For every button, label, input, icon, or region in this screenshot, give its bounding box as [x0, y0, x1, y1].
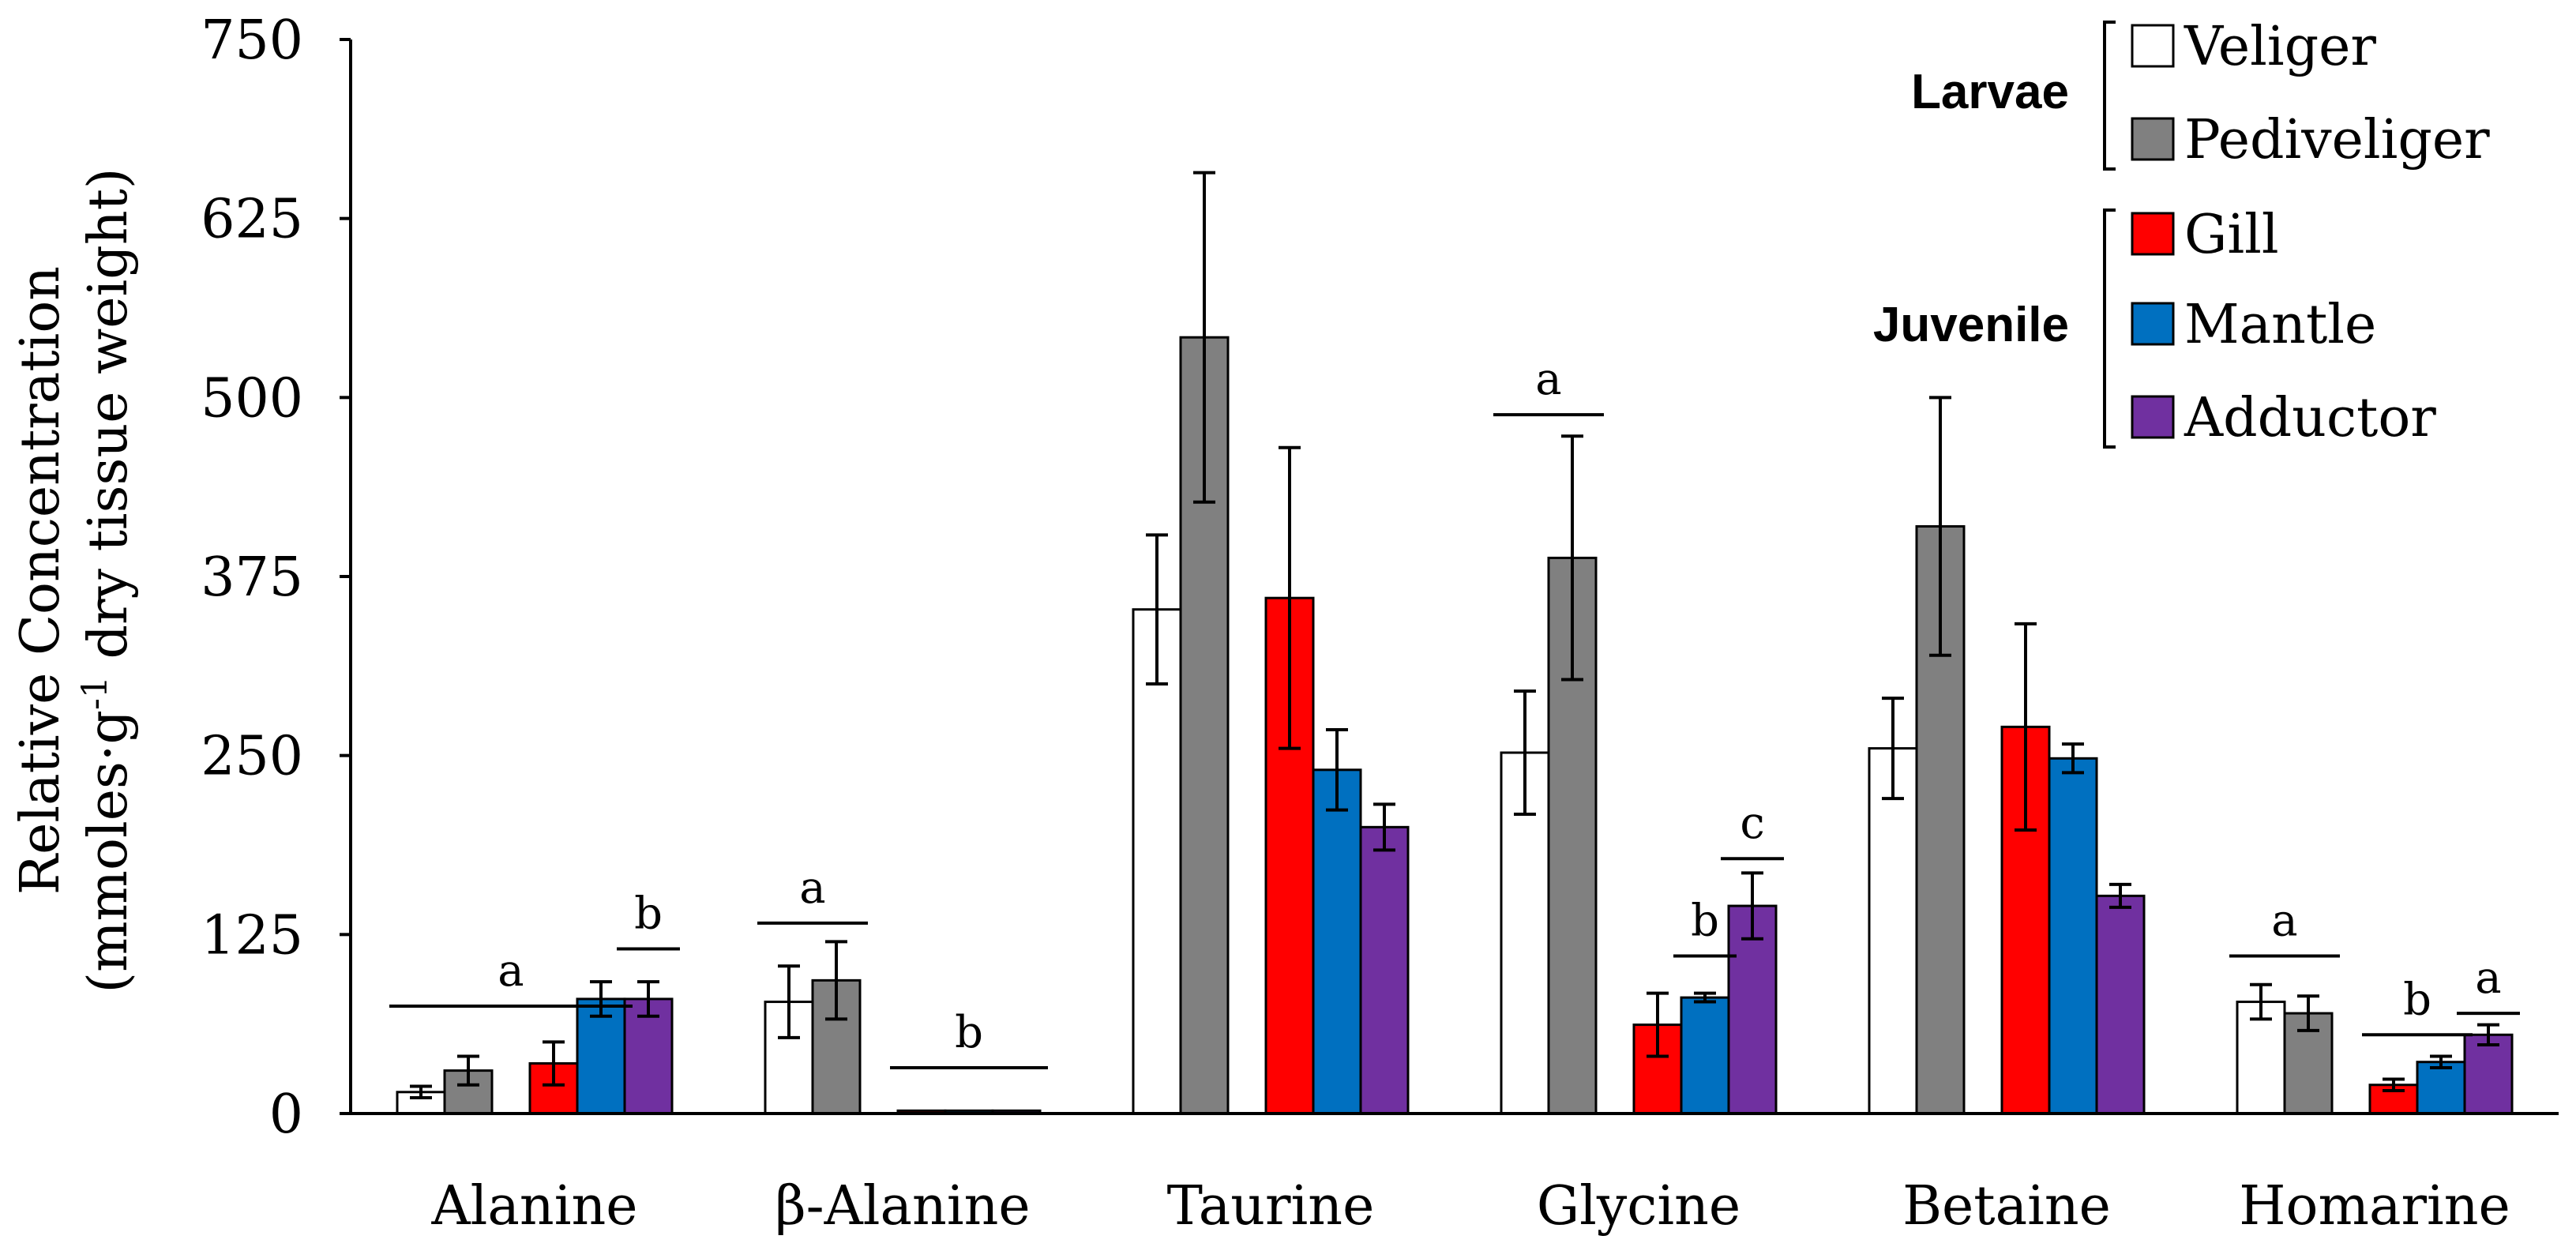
legend-bracket-juvenile [2103, 208, 2116, 449]
legend-bracket-larvae [2103, 21, 2116, 171]
x-tick-label-glycine: Glycine [1537, 1175, 1740, 1238]
y-axis-label-superscript: -1 [75, 676, 115, 710]
significance-letter: a [2475, 952, 2501, 1004]
bar-adductor-glycine [1727, 904, 1778, 1115]
legend-label-gill: Gill [2184, 204, 2279, 266]
legend-group-label-larvae: Larvae [1911, 65, 2069, 119]
significance-letter: b [2403, 974, 2431, 1025]
legend-label-veliger: Veliger [2184, 16, 2376, 78]
bar-adductor-taurine [1359, 825, 1410, 1115]
y-tick-label: 250 [201, 726, 303, 788]
y-axis-ticks: 0 125 250 375 500 625 750 [201, 9, 351, 1146]
legend-swatch-adductor [2131, 395, 2175, 439]
legend-swatch-veliger [2131, 24, 2175, 68]
significance-letter: a [498, 945, 524, 997]
y-axis-label-line1: Relative Concentration [9, 266, 72, 895]
significance-letter: a [2271, 896, 2297, 947]
bar-mantle-glycine [1680, 996, 1730, 1115]
significance-letter: a [1535, 354, 1561, 405]
y-axis-label-line2: (mmoles·g-1 dry tissue weight) [75, 168, 141, 993]
y-tick-label: 500 [201, 367, 303, 430]
x-tick-label-alanine: Alanine [431, 1175, 638, 1238]
significance-letter: c [1740, 798, 1764, 849]
significance-letter: a [799, 862, 825, 914]
x-axis-labels: Alanine β-Alanine Taurine Glycine Betaine Hom… [431, 1175, 2510, 1238]
y-axis-label-suffix: dry tissue weight) [77, 168, 140, 677]
bar-adductor-homarine [2463, 1033, 2514, 1115]
legend-group-label-juvenile: Juvenile [1873, 298, 2069, 352]
x-tick-label-betaine: Betaine [1902, 1175, 2111, 1238]
bar-mantle-taurine [1312, 768, 1362, 1115]
legend-swatch-mantle [2131, 302, 2175, 346]
x-tick-label-homarine: Homarine [2239, 1175, 2510, 1238]
y-tick-label: 125 [201, 904, 303, 967]
legend-label-pediveliger: Pediveliger [2184, 109, 2490, 171]
legend-label-mantle: Mantle [2184, 294, 2376, 356]
y-axis-label-prefix: (mmoles·g [77, 710, 140, 993]
y-tick-label: 375 [201, 547, 303, 609]
y-tick-label: 750 [201, 9, 303, 72]
bar-mantle-betaine [2048, 757, 2098, 1115]
y-tick-label: 625 [201, 189, 303, 251]
legend-swatch-pediveliger [2131, 117, 2175, 161]
bar-mantle-homarine [2416, 1061, 2466, 1115]
bar-adductor-betaine [2095, 894, 2146, 1115]
significance-letter: b [634, 888, 663, 939]
bars [396, 171, 2514, 1115]
y-tick-label: 0 [269, 1084, 303, 1146]
x-tick-label-alanine: β-Alanine [775, 1175, 1030, 1238]
x-tick-label-taurine: Taurine [1167, 1175, 1375, 1238]
legend-label-adductor: Adductor [2184, 387, 2436, 449]
legend-swatch-gill [2131, 212, 2175, 256]
legend: Larvae Veliger Pediveliger Juvenile Gill Mant… [1873, 16, 2490, 449]
bar-veliger-betaine [1868, 747, 1918, 1115]
significance-letter: b [955, 1007, 983, 1058]
significance-letter: b [1691, 896, 1719, 947]
bar-veliger-taurine [1132, 608, 1182, 1115]
